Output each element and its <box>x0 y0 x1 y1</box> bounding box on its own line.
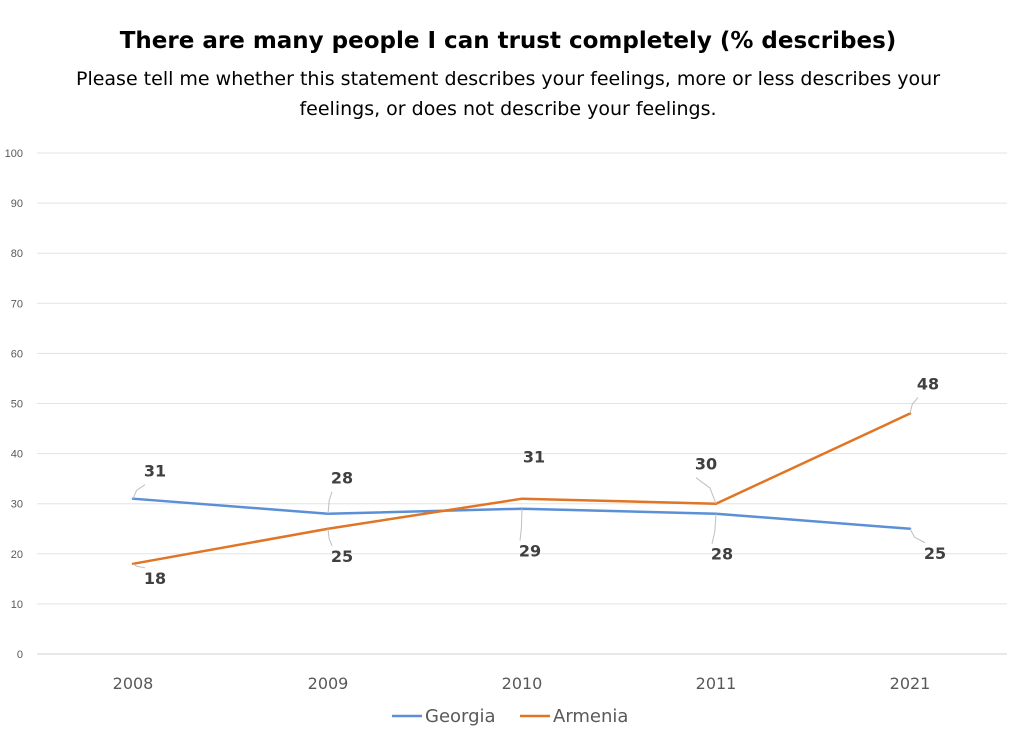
leader-line <box>132 563 146 569</box>
data-label-georgia: 31 <box>144 462 166 481</box>
data-label-georgia: 25 <box>924 544 946 563</box>
y-tick-label: 100 <box>5 148 23 160</box>
legend: Georgia Armenia <box>392 706 628 727</box>
leader-line <box>132 484 146 499</box>
leader-line <box>909 528 926 544</box>
data-labels: 31 28 29 28 25 18 25 31 30 48 <box>132 375 946 588</box>
data-label-armenia: 18 <box>144 569 166 588</box>
x-tick-label: 2009 <box>308 674 349 693</box>
y-tick-label: 80 <box>11 248 23 260</box>
data-label-georgia: 28 <box>711 545 733 564</box>
legend-label-armenia: Armenia <box>553 706 628 727</box>
leader-line <box>327 528 333 546</box>
legend-label-georgia: Georgia <box>425 706 496 727</box>
y-tick-label: 60 <box>11 348 23 360</box>
y-tick-label: 90 <box>11 198 23 210</box>
gridlines <box>37 152 1007 655</box>
data-label-armenia: 25 <box>331 547 353 566</box>
y-tick-label: 0 <box>17 649 23 661</box>
data-label-armenia: 30 <box>695 455 717 474</box>
x-tick-label: 2010 <box>502 674 543 693</box>
chart-title: There are many people I can trust comple… <box>119 28 897 54</box>
leader-line <box>909 397 919 414</box>
y-tick-label: 30 <box>11 499 23 511</box>
data-label-georgia: 29 <box>519 542 541 561</box>
chart-subtitle: Please tell me whether this statement de… <box>75 68 941 120</box>
data-label-armenia: 31 <box>523 448 545 467</box>
leader-line <box>327 491 333 514</box>
y-tick-label: 70 <box>11 298 23 310</box>
x-tick-label: 2011 <box>696 674 737 693</box>
x-axis-ticks: 2008 2009 2010 2011 2021 <box>113 674 931 693</box>
leader-line <box>519 508 523 541</box>
x-tick-label: 2008 <box>113 674 154 693</box>
y-tick-label: 50 <box>11 399 23 411</box>
data-point-armenia <box>520 497 524 500</box>
data-label-armenia: 48 <box>917 375 939 394</box>
leader-line <box>695 477 717 504</box>
y-tick-label: 20 <box>11 549 23 561</box>
data-label-georgia: 28 <box>331 469 353 488</box>
data-point-georgia <box>520 507 524 510</box>
leader-line <box>711 513 717 544</box>
y-tick-label: 10 <box>11 599 23 611</box>
y-axis-ticks: 0 10 20 30 40 50 60 70 80 90 100 <box>5 148 23 661</box>
x-tick-label: 2021 <box>890 674 931 693</box>
y-tick-label: 40 <box>11 449 23 461</box>
